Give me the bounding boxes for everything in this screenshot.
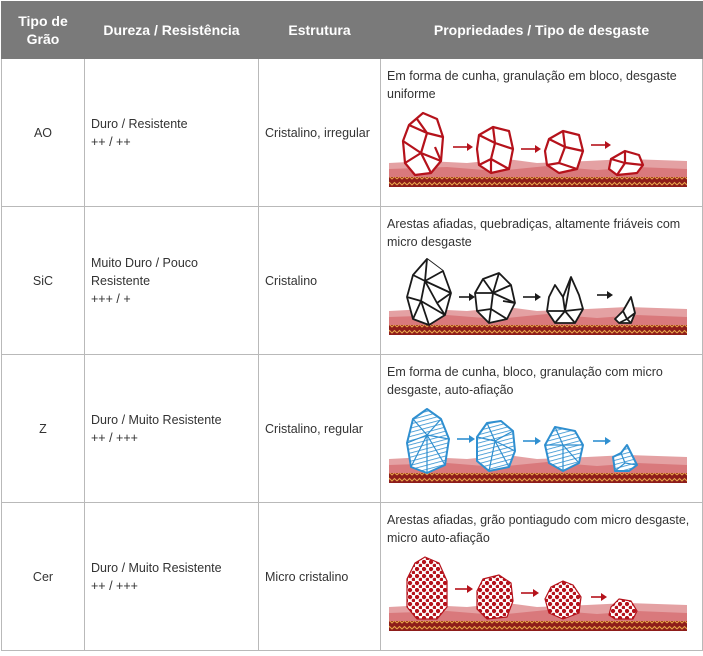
hardness-rating: ++ / +++ xyxy=(91,578,138,593)
header-hardness: Dureza / Resistência xyxy=(84,1,259,59)
wear-description: Arestas afiadas, quebradiças, altamente … xyxy=(387,217,681,249)
wear-illustration-ao xyxy=(389,111,687,187)
header-grain-line1: Tipo de xyxy=(18,13,68,29)
table-row: Cer Duro / Muito Resistente ++ / +++ Mic… xyxy=(1,502,703,651)
hardness-rating: ++ / +++ xyxy=(91,430,138,445)
header-structure: Estrutura xyxy=(258,1,381,59)
hardness-rating: ++ / ++ xyxy=(91,134,131,149)
hardness-cell: Muito Duro / Pouco Resistente +++ / + xyxy=(84,206,259,355)
hardness-label: Muito Duro / Pouco xyxy=(91,255,198,270)
properties-cell: Arestas afiadas, grão pontiagudo com mic… xyxy=(380,502,703,651)
header-grain-line2: Grão xyxy=(26,31,60,47)
wear-description: Arestas afiadas, grão pontiagudo com mic… xyxy=(387,513,690,545)
hardness-cell: Duro / Muito Resistente ++ / +++ xyxy=(84,354,259,503)
wear-description: Em forma de cunha, bloco, granulação com… xyxy=(387,365,663,397)
hardness-rating: +++ / + xyxy=(91,291,131,306)
hardness-cell: Duro / Muito Resistente ++ / +++ xyxy=(84,502,259,651)
grain-type-cell: AO xyxy=(1,58,85,207)
structure-cell: Micro cristalino xyxy=(258,502,381,651)
header-grain-type: Tipo de Grão xyxy=(1,1,85,59)
grain-type-cell: Z xyxy=(1,354,85,503)
wear-description: Em forma de cunha, granulação em bloco, … xyxy=(387,69,677,101)
grain-type-cell: SiC xyxy=(1,206,85,355)
properties-cell: Em forma de cunha, granulação em bloco, … xyxy=(380,58,703,207)
table-row: AO Duro / Resistente ++ / ++ Cristalino,… xyxy=(1,58,703,207)
table-row: Z Duro / Muito Resistente ++ / +++ Crist… xyxy=(1,354,703,503)
wear-illustration-cer xyxy=(389,556,687,631)
hardness-cell: Duro / Resistente ++ / ++ xyxy=(84,58,259,207)
table-header-row: Tipo de Grão Dureza / Resistência Estrut… xyxy=(1,1,703,59)
structure-cell: Cristalino, irregular xyxy=(258,58,381,207)
properties-cell: Em forma de cunha, bloco, granulação com… xyxy=(380,354,703,503)
structure-cell: Cristalino xyxy=(258,206,381,355)
hardness-label-cont: Resistente xyxy=(91,273,151,288)
header-properties: Propriedades / Tipo de desgaste xyxy=(380,1,703,59)
hardness-label: Duro / Muito Resistente xyxy=(91,560,222,575)
properties-cell: Arestas afiadas, quebradiças, altamente … xyxy=(380,206,703,355)
wear-illustration-z xyxy=(389,408,687,483)
grain-type-cell: Cer xyxy=(1,502,85,651)
hardness-label: Duro / Resistente xyxy=(91,116,188,131)
hardness-label: Duro / Muito Resistente xyxy=(91,412,222,427)
structure-cell: Cristalino, regular xyxy=(258,354,381,503)
wear-illustration-sic xyxy=(389,258,687,335)
table-row: SiC Muito Duro / Pouco Resistente +++ / … xyxy=(1,206,703,355)
